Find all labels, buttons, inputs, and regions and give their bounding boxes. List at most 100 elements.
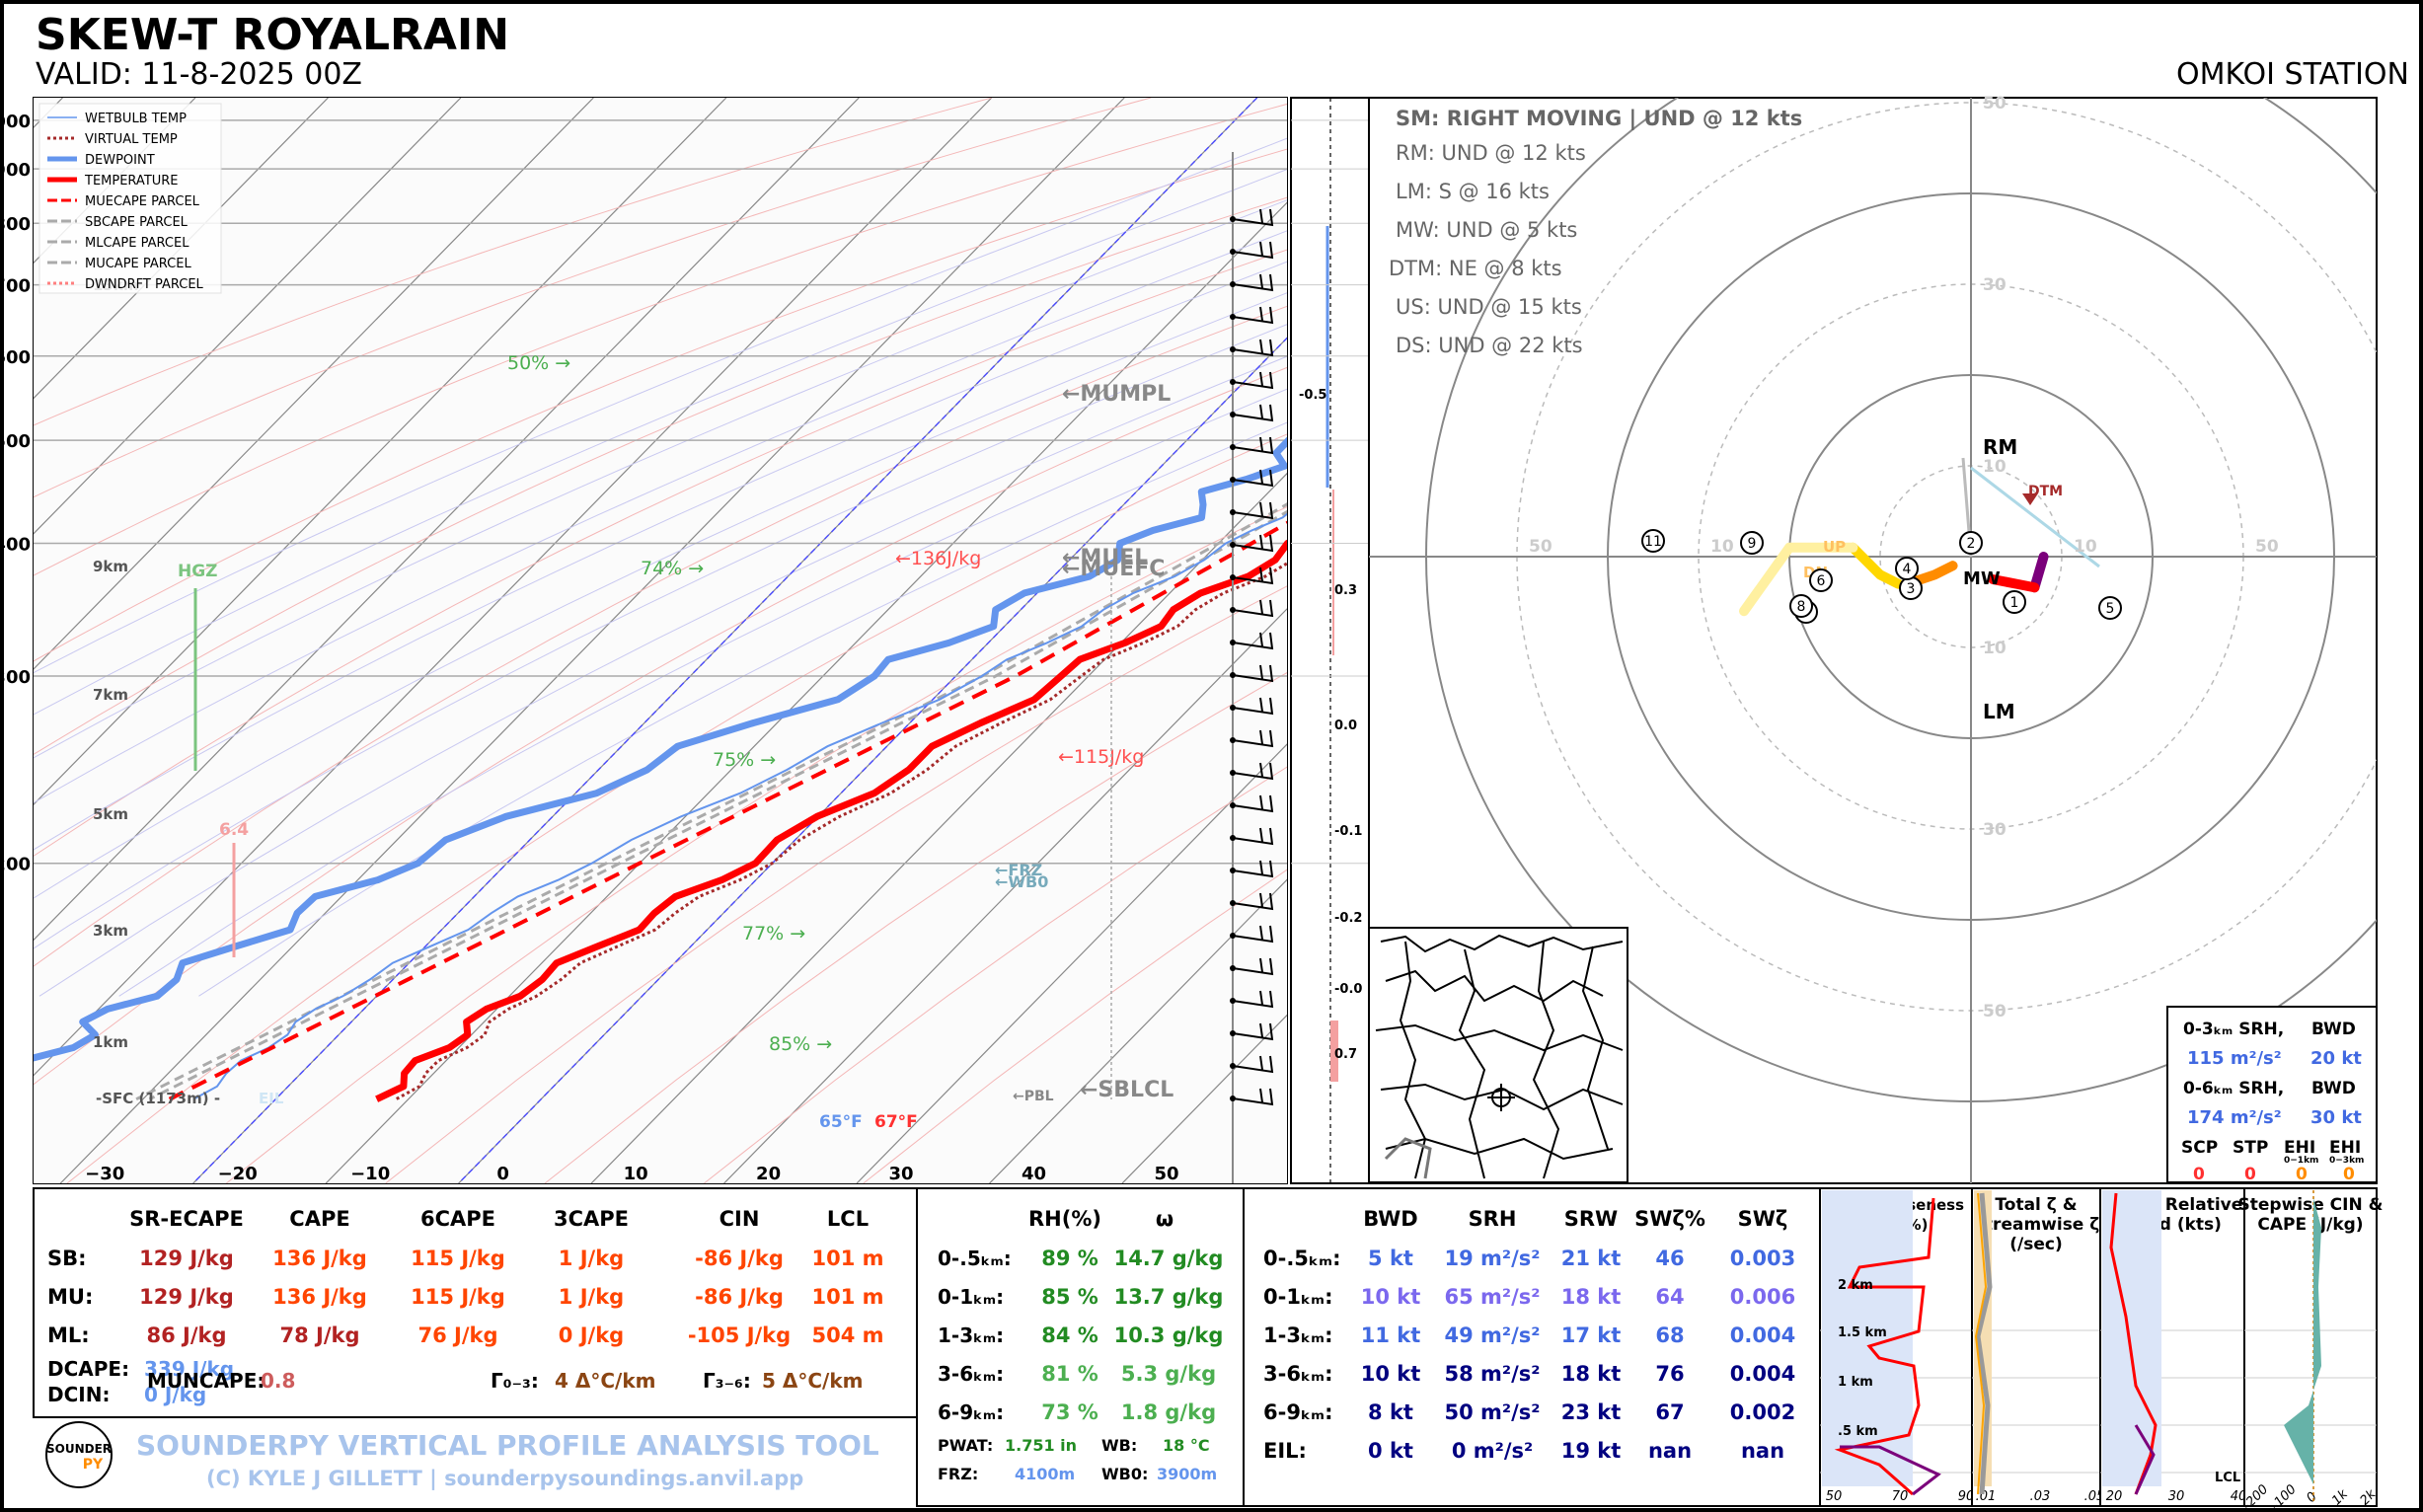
kinematic-cell: 0 kt (1368, 1439, 1413, 1463)
dcape-label: DCAPE: (47, 1357, 129, 1381)
kinematic-row-label: 0-.5ₖₘ: (1263, 1247, 1340, 1270)
mini-tick: 90 (1958, 1489, 1975, 1504)
thermo-table: SR-ECAPE CAPE 6CAPE 3CAPE CIN LCL SB: 129 J/kg 1… (33, 1187, 919, 1418)
level-marker: ←MUEL (1062, 546, 1148, 570)
thermo-header: LCL (827, 1207, 869, 1231)
temperature-tick-label: 50 (1154, 1164, 1178, 1184)
height-marker-label: 1 (2010, 595, 2019, 611)
thermo-cell: 86 J/kg (146, 1323, 226, 1347)
dry-adiabat (385, 585, 1287, 1183)
scp-value: 0 (2193, 1165, 2205, 1184)
muncape-value: 0.8 (261, 1369, 295, 1393)
wb0-value: 3900m (1157, 1465, 1217, 1483)
pressure-tick-label: 300 (4, 667, 31, 688)
kinematic-cell: 76 (1655, 1362, 1684, 1386)
wind-barb (1232, 241, 1274, 260)
cape-label: ←136J/kg (895, 548, 981, 569)
mini-panel-title: Streamwise ζ (1973, 1215, 2100, 1235)
streamwise-vorticity-line (1974, 1192, 1988, 1495)
moisture-row-label: 0-.5ₖₘ: (938, 1247, 1012, 1270)
thermo-cell: 136 J/kg (272, 1247, 367, 1270)
temperature-tick-label: −20 (218, 1164, 258, 1184)
hodograph-marker: MW (1963, 568, 2001, 589)
kinematic-cell: 8 kt (1368, 1400, 1413, 1424)
shear-summary-box: 0-3ₖₘ SRH, BWD 115 m²/s² 20 kt 0-6ₖₘ SRH… (2166, 1006, 2378, 1184)
legend-item: TEMPERATURE (84, 174, 179, 189)
rh-value: 89 % (1041, 1247, 1098, 1270)
kinematic-cell: 19 kt (1561, 1439, 1622, 1463)
wind-barb (1232, 729, 1274, 748)
wind-barb (1232, 1055, 1274, 1074)
mini-tick: .03 (2030, 1489, 2051, 1504)
wind-barb (1232, 664, 1274, 683)
height-marker (1809, 568, 1833, 592)
moisture-row-label: 0-1ₖₘ: (938, 1285, 1004, 1309)
wb0-label: WB0: (1101, 1465, 1148, 1483)
lcl-mark-label: LCL (2215, 1471, 2240, 1485)
kinematic-cell: 18 kt (1561, 1285, 1622, 1309)
legend-item: DWNDRFT PARCEL (85, 277, 204, 292)
kinematic-cell: 18 kt (1561, 1362, 1622, 1386)
kinematic-cell: 17 kt (1561, 1323, 1622, 1347)
wind-barb (1232, 273, 1274, 292)
isotherm (34, 98, 594, 670)
storm-motion-info: LM: S @ 16 kts (1396, 180, 1550, 203)
isotherm (723, 608, 1287, 1183)
freezing-isotherm (458, 337, 1287, 1183)
wind-barb (1232, 501, 1274, 520)
kinematic-row-label: EIL: (1263, 1439, 1307, 1463)
shear-vector (1970, 466, 2100, 568)
moisture-header: RH(%) (1028, 1207, 1101, 1231)
level-marker: ←MUEFC (1062, 557, 1165, 581)
thermo-cell: 136 J/kg (272, 1285, 367, 1309)
kinematic-cell: 67 (1655, 1400, 1684, 1424)
dry-adiabat (544, 672, 1287, 1183)
mixing-ratio-value: 13.7 g/kg (1114, 1285, 1224, 1309)
moisture-table: RH(%) ω 0-.5ₖₘ: 89 % 14.7 g/kg 0-1ₖₘ: 85 % 13.7… (916, 1187, 1246, 1507)
height-marker-label: 4 (1903, 562, 1912, 577)
footer: SOUNDER PY SOUNDERPY VERTICAL PROFILE AN… (45, 1421, 879, 1491)
hgz-label: HGZ (178, 562, 218, 581)
hodograph-marker: RM (1983, 435, 2017, 459)
wind-barb (1232, 599, 1274, 618)
ring-label: 50 (2255, 537, 2279, 557)
dcin-value: 0 J/kg (144, 1383, 206, 1406)
total-vorticity-line (1975, 1192, 1993, 1495)
thermo-cell: 129 J/kg (139, 1285, 234, 1309)
moisture-row-label: 6-9ₖₘ: (938, 1400, 1004, 1424)
bwd03-label: BWD (2311, 1020, 2356, 1039)
level-marker: ←WB0 (995, 872, 1048, 891)
kinematic-cell: 5 kt (1368, 1247, 1413, 1270)
ring-label: 50 (1983, 1002, 2007, 1021)
surface-label: -SFC (1173m) - (96, 1090, 220, 1107)
level-marker: ←FRZ (995, 861, 1042, 879)
thermo-row-label: ML: (47, 1323, 90, 1347)
kinematic-row-label: 0-1ₖₘ: (1263, 1285, 1333, 1309)
moisture-header: ω (1156, 1207, 1174, 1231)
thermo-cell: -86 J/kg (695, 1247, 784, 1270)
dry-adiabat (34, 366, 1287, 1086)
wind-barb (1232, 404, 1274, 422)
stp-label: STP (2233, 1138, 2268, 1158)
mixing-ratio-value: 14.7 g/kg (1114, 1247, 1224, 1270)
kinematic-cell: 0.002 (1730, 1400, 1795, 1424)
thermo-cell: -105 J/kg (688, 1323, 791, 1347)
height-marker (1740, 531, 1764, 555)
hodograph-segment (1988, 574, 2040, 593)
kinematic-cell: 49 m²/s² (1445, 1323, 1541, 1347)
ring-label: 30 (1983, 820, 2007, 840)
pwat-label: PWAT: (938, 1436, 993, 1455)
height-marker (2003, 590, 2026, 614)
kinematic-cell: 50 m²/s² (1445, 1400, 1541, 1424)
mlcape-parcel-line (135, 502, 1287, 1101)
kinematic-cell: 19 m²/s² (1445, 1247, 1541, 1270)
wind-barb (1232, 306, 1274, 325)
gamma36-value: 5 Δ°C/km (762, 1369, 863, 1393)
height-marker-label: 8 (1797, 599, 1806, 615)
storm-motion-info: RM: UND @ 12 kts (1396, 141, 1586, 165)
mini-tick: 50 (1826, 1489, 1843, 1504)
isotherm (989, 878, 1287, 1183)
frz-value: 4100m (1015, 1465, 1075, 1483)
